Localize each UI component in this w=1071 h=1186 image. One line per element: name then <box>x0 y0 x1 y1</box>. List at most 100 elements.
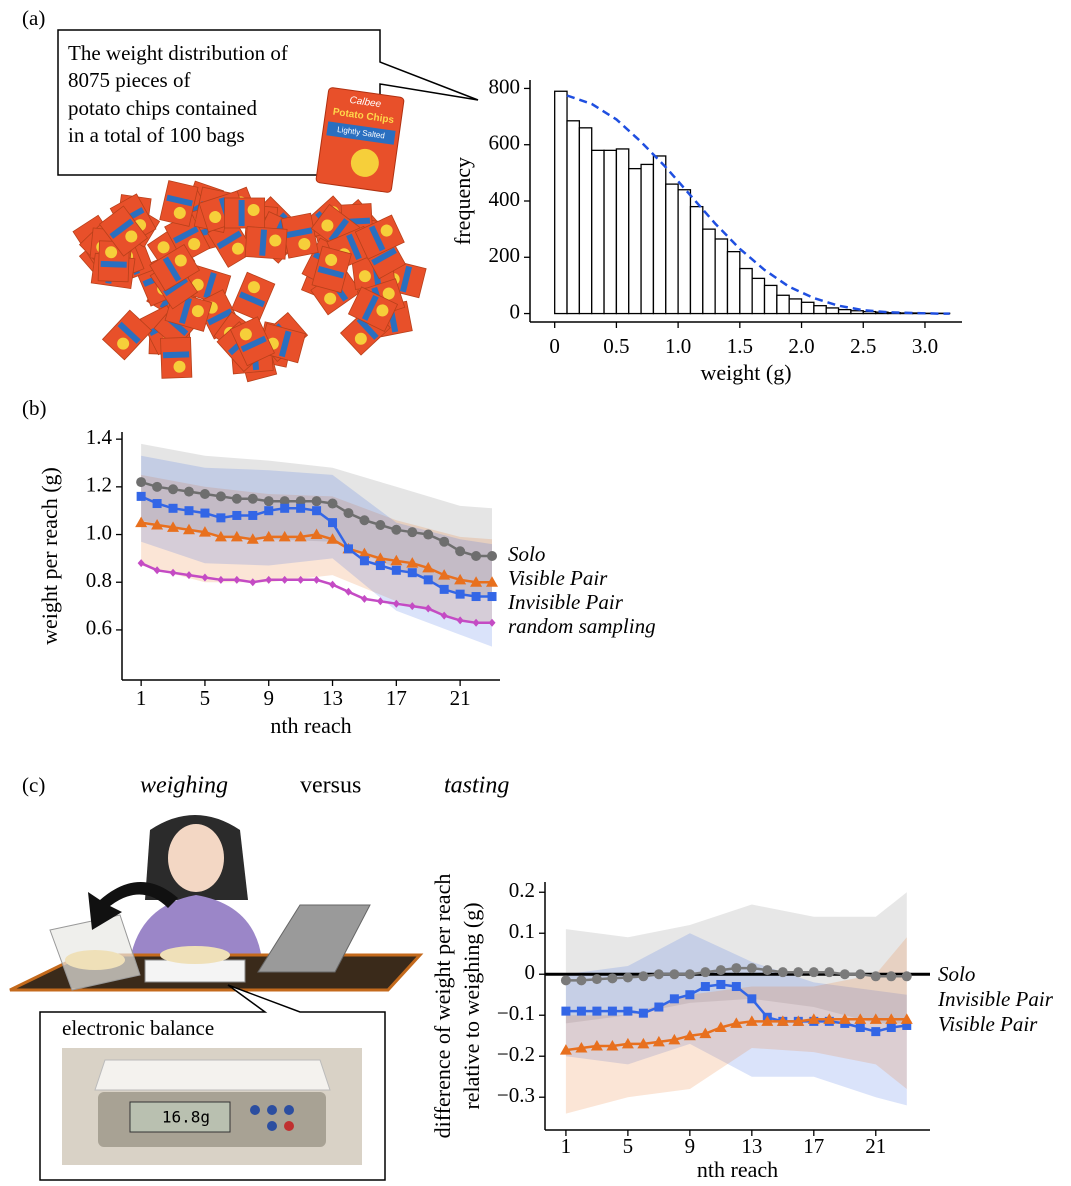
pile-bag-stripe <box>328 218 350 243</box>
pile-bag-stripe <box>240 335 267 353</box>
pile-bag <box>311 245 352 294</box>
y-tick-label: 0 <box>510 299 521 323</box>
marker <box>470 576 483 587</box>
marker <box>313 575 321 584</box>
pile-bag-chip <box>380 224 393 237</box>
marker <box>359 515 370 526</box>
pile-bag-chip <box>247 204 260 216</box>
x-tick-label: 1 <box>561 1134 572 1158</box>
histogram-bar <box>554 90 568 315</box>
marker <box>653 969 664 980</box>
confidence-band <box>141 443 492 597</box>
marker <box>198 526 211 537</box>
pile-bag-chip <box>188 238 201 251</box>
marker <box>685 990 695 1000</box>
marker <box>168 484 179 495</box>
y-axis-label: frequency <box>450 157 475 245</box>
marker <box>311 496 322 507</box>
pile-bag-chip <box>376 304 389 317</box>
marker <box>343 508 354 519</box>
marker <box>823 1013 836 1024</box>
marker <box>360 594 368 603</box>
marker <box>714 1021 727 1033</box>
marker <box>472 618 480 627</box>
histogram-bar <box>689 205 704 315</box>
marker <box>265 575 273 584</box>
pile-bag-stripe <box>259 229 268 256</box>
marker <box>183 486 194 497</box>
pile-bag <box>231 271 276 322</box>
marker <box>185 571 193 580</box>
marker <box>592 1006 602 1016</box>
marker <box>902 1020 912 1030</box>
marker <box>359 556 369 566</box>
y-axis-label: weight per reach (g) <box>37 467 62 645</box>
marker <box>135 516 148 528</box>
callout-text: in a total of 100 bags <box>68 123 245 147</box>
marker <box>776 1015 789 1026</box>
marker <box>839 969 850 980</box>
pile-bag-chip <box>298 237 311 250</box>
marker <box>215 491 226 502</box>
arrow <box>88 881 178 930</box>
marker <box>375 520 386 530</box>
callout-text: The weight distribution of <box>68 41 288 65</box>
y-tick-label: 0.6 <box>86 616 112 640</box>
pile-bag <box>229 316 275 367</box>
marker <box>312 506 322 516</box>
pile-bag <box>354 214 405 260</box>
marker <box>488 618 496 627</box>
marker <box>730 1017 743 1028</box>
marker <box>182 523 195 535</box>
header-left: weighing <box>140 773 228 799</box>
marker <box>136 491 146 501</box>
marker <box>278 530 291 542</box>
pile-bag-stripe <box>238 200 245 226</box>
marker <box>869 1013 882 1024</box>
button <box>250 1105 260 1115</box>
marker <box>296 503 306 513</box>
confidence-band <box>565 892 907 1024</box>
pile-bag <box>159 180 199 227</box>
x-tick-label: 0 <box>549 334 560 358</box>
x-tick-label: 9 <box>685 1134 696 1158</box>
marker <box>638 971 649 982</box>
marker <box>217 575 225 584</box>
pile-bag-body <box>231 271 276 322</box>
histogram-bar <box>615 148 630 315</box>
marker <box>731 982 741 992</box>
button <box>267 1105 277 1115</box>
y-tick-label: 0 <box>525 960 536 984</box>
marker <box>576 1006 586 1016</box>
marker <box>200 508 210 518</box>
pile-bag <box>244 226 288 260</box>
histogram-bar <box>714 238 729 315</box>
marker <box>807 1013 820 1024</box>
pile-bag-stripe <box>179 297 192 324</box>
marker <box>808 967 819 978</box>
marker <box>606 1039 619 1051</box>
pile-bag-stripe <box>285 227 313 239</box>
x-tick-label: 1.5 <box>727 334 753 358</box>
pile-bag-stripe <box>371 247 397 266</box>
marker <box>486 576 499 587</box>
face <box>168 824 224 892</box>
panel-label: (b) <box>22 396 47 420</box>
marker <box>669 969 680 980</box>
marker <box>263 496 274 507</box>
series-label: Visible Pair <box>938 1012 1038 1036</box>
marker <box>391 524 402 535</box>
pile-bag-chip <box>117 337 130 350</box>
fit-curve <box>566 94 950 315</box>
series-label: Solo <box>938 962 975 986</box>
pile-bag <box>280 212 319 259</box>
marker <box>637 1037 650 1049</box>
marker <box>855 1023 865 1033</box>
pile-bag <box>101 309 153 361</box>
header-middle: versus <box>300 773 361 799</box>
y-tick-label: 1.4 <box>86 425 113 449</box>
y-tick-label: 0.1 <box>509 919 535 943</box>
marker <box>716 979 726 989</box>
y-axis-label: difference of weight per reach <box>430 874 455 1139</box>
marker <box>232 510 242 520</box>
